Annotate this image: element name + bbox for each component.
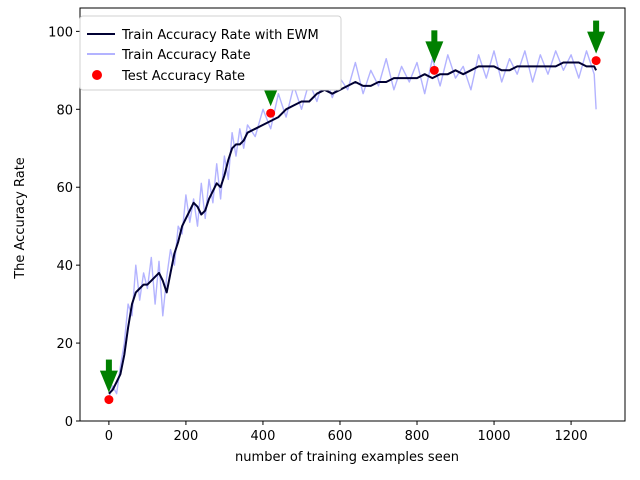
test-accuracy-point bbox=[591, 56, 601, 66]
arrow-down-icon bbox=[587, 31, 606, 54]
arrow-down-icon-shaft bbox=[105, 359, 112, 372]
legend: Train Accuracy Rate with EWM Train Accur… bbox=[79, 15, 342, 91]
x-tick-label: 600 bbox=[328, 429, 353, 444]
legend-swatch-test bbox=[92, 70, 102, 80]
y-tick-label: 80 bbox=[56, 103, 73, 118]
test-accuracy-point bbox=[429, 65, 439, 75]
series-line-train bbox=[108, 50, 597, 398]
y-tick-label: 0 bbox=[65, 415, 73, 430]
test-accuracy-point bbox=[266, 108, 276, 118]
legend-label-train: Train Accuracy Rate bbox=[121, 48, 251, 63]
x-tick-label: 200 bbox=[174, 429, 199, 444]
x-tick-label: 400 bbox=[251, 429, 276, 444]
x-axis-label: number of training examples seen bbox=[235, 450, 459, 465]
plot-frame bbox=[79, 7, 626, 422]
x-tick-label: 800 bbox=[405, 429, 430, 444]
legend-box bbox=[79, 15, 342, 91]
x-tick-label: 0 bbox=[105, 429, 113, 444]
y-tick-label: 20 bbox=[56, 337, 73, 352]
legend-label-ewm: Train Accuracy Rate with EWM bbox=[121, 28, 319, 43]
y-tick-label: 40 bbox=[56, 259, 73, 274]
legend-label-test: Test Accuracy Rate bbox=[121, 69, 245, 84]
arrow-down-icon-shaft bbox=[593, 20, 600, 33]
arrow-down-icon-shaft bbox=[431, 30, 438, 43]
x-tick-label: 1200 bbox=[555, 429, 588, 444]
y-tick-label: 60 bbox=[56, 181, 73, 196]
series-line-ewm bbox=[108, 61, 597, 395]
arrow-down-icon bbox=[99, 370, 118, 393]
y-tick-label: 100 bbox=[48, 25, 73, 40]
y-axis-label: The Accuracy Rate bbox=[13, 157, 28, 280]
x-tick-label: 1000 bbox=[477, 429, 510, 444]
arrow-down-icon bbox=[425, 41, 444, 64]
test-accuracy-point bbox=[104, 395, 114, 405]
